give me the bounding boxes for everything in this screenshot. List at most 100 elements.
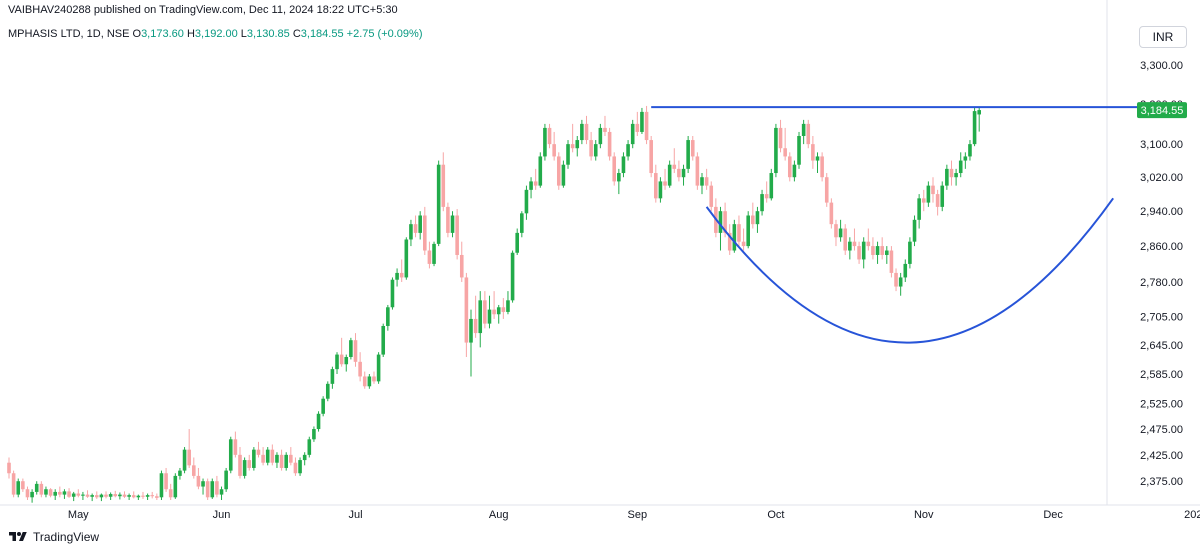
candle-body — [7, 462, 11, 474]
candle-body — [968, 144, 972, 157]
candle-body — [39, 483, 44, 495]
candle-body — [58, 491, 62, 495]
low-label: L — [240, 28, 247, 40]
candle-body — [801, 123, 806, 136]
candle-body — [774, 127, 778, 174]
candle-body — [589, 140, 593, 157]
candle-body — [48, 489, 53, 496]
candle-body — [201, 481, 205, 487]
y-tick-label: 2,860.00 — [1140, 241, 1183, 253]
candle-body — [746, 215, 750, 247]
last-price-label: 3,184.55 — [1141, 105, 1184, 117]
candle-body — [908, 241, 912, 264]
candle-body — [954, 173, 958, 178]
candle-body — [686, 140, 690, 169]
candle-body — [894, 272, 898, 287]
candle-body — [917, 198, 921, 220]
candle-body — [792, 164, 797, 178]
candle-body — [404, 239, 409, 278]
candle-body — [838, 228, 843, 238]
candle-body — [834, 224, 838, 238]
candle-body — [783, 148, 787, 157]
x-tick-label: Jun — [213, 509, 231, 521]
candle-body — [926, 185, 931, 203]
candle-body — [62, 491, 67, 495]
candle-body — [270, 449, 275, 463]
candle-body — [395, 272, 399, 280]
candle-body — [228, 439, 233, 471]
candle-body — [436, 164, 441, 244]
currency-button[interactable]: INR — [1139, 26, 1187, 48]
candle-body — [778, 127, 783, 149]
candle-body — [94, 495, 99, 498]
x-tick-label: Dec — [1043, 509, 1063, 521]
candle-body — [533, 181, 538, 186]
candle-body — [751, 215, 755, 225]
candle-body — [358, 361, 362, 377]
x-tick-label: Oct — [767, 509, 784, 521]
candle-body — [935, 194, 940, 207]
candle-body — [820, 156, 824, 178]
publisher-caption: VAIBHAV240288 published on TradingView.c… — [8, 4, 398, 16]
candle-body — [871, 246, 875, 255]
candle-body — [506, 300, 510, 312]
candle-body — [367, 376, 372, 387]
candle-body — [898, 277, 903, 287]
candle-body — [238, 454, 242, 476]
candle-body — [30, 491, 34, 498]
y-tick-label: 3,020.00 — [1140, 172, 1183, 184]
x-tick-label: Sep — [628, 509, 648, 521]
y-tick-label: 2,645.00 — [1140, 340, 1183, 352]
candle-body — [815, 156, 820, 161]
candle-body — [413, 224, 418, 233]
candle-body — [362, 376, 367, 387]
candle-body — [210, 481, 215, 498]
open-value: 3,173.60 — [141, 28, 184, 40]
candle-body — [612, 156, 617, 182]
candle-body — [626, 144, 630, 157]
candle-body — [53, 491, 57, 496]
candle-body — [215, 481, 219, 495]
candle-body — [205, 481, 210, 498]
candle-body — [806, 123, 811, 145]
candle-body — [335, 354, 339, 370]
candle-body — [473, 318, 478, 334]
candle-body — [875, 246, 880, 255]
candle-body — [556, 156, 561, 186]
high-label: H — [186, 28, 195, 40]
candle-body — [737, 224, 741, 242]
y-tick-label: 2,780.00 — [1140, 277, 1183, 289]
candle-body — [344, 356, 349, 365]
candle-body — [464, 277, 469, 343]
candle-body — [118, 494, 122, 497]
candle-body — [963, 156, 968, 161]
candle-body — [182, 449, 187, 471]
candle-body — [727, 232, 732, 251]
candle-body — [723, 211, 727, 233]
candle-body — [233, 439, 238, 455]
candle-body — [732, 224, 737, 251]
candle-body — [450, 215, 455, 233]
candle-body — [71, 493, 76, 497]
candle-body — [496, 307, 501, 315]
candle-body — [640, 111, 644, 132]
candle-body — [90, 495, 94, 497]
candle-body — [700, 177, 704, 186]
candle-body — [630, 123, 635, 145]
candle-body — [764, 194, 769, 199]
candle-body — [755, 211, 760, 225]
candle-body — [649, 140, 653, 174]
candle-body — [787, 156, 792, 178]
candle-body — [889, 250, 894, 273]
candle-body — [672, 164, 677, 169]
tradingview-logo-icon — [9, 532, 27, 541]
candle-body — [857, 246, 861, 260]
candle-body — [885, 250, 889, 255]
candle-body — [492, 309, 496, 315]
low-value: 3,130.85 — [246, 28, 290, 40]
candle-body — [279, 454, 284, 468]
candle-body — [67, 491, 71, 497]
candle-body — [252, 449, 256, 468]
candle-body — [852, 241, 857, 247]
